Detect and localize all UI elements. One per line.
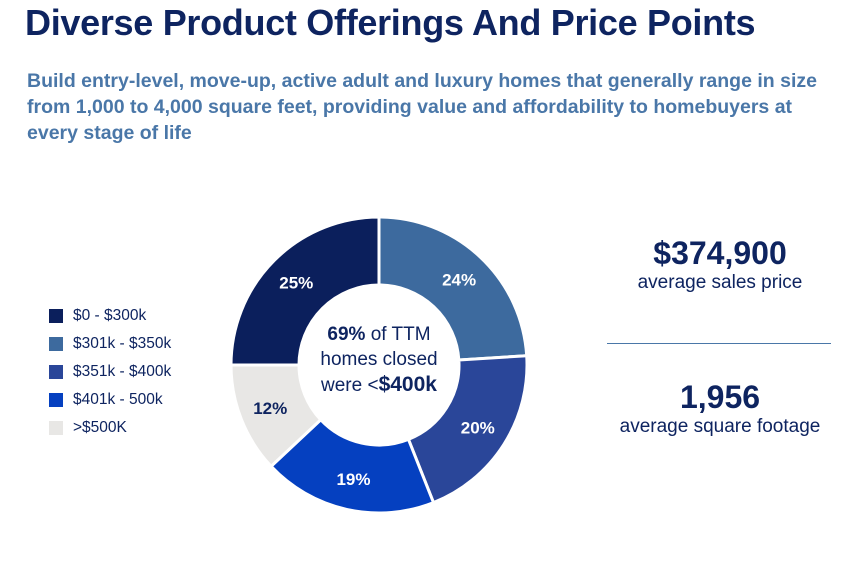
donut-center-text: 69% of TTM homes closed were <$400k (299, 322, 459, 398)
center-line3: were < (321, 375, 379, 396)
legend-item: $0 - $300k (49, 302, 171, 330)
donut-slice (406, 354, 529, 505)
slice-label: 24% (442, 271, 476, 290)
stat-avg-sqft: 1,956 average square footage (590, 379, 850, 438)
legend-swatch (49, 421, 63, 435)
slice-label: 12% (253, 399, 287, 418)
stat-avg-price: $374,900 average sales price (590, 235, 850, 294)
center-highlight: $400k (378, 373, 437, 396)
divider (607, 343, 831, 344)
slice-label: 19% (336, 470, 370, 489)
legend-item: $351k - $400k (49, 358, 171, 386)
legend-swatch (49, 309, 63, 323)
legend-label: $351k - $400k (73, 363, 172, 380)
stat-value: 1,956 (679, 379, 761, 415)
center-line2: homes closed (320, 349, 438, 370)
legend-item: $301k - $350k (49, 330, 171, 358)
chart-legend: $0 - $300k $301k - $350k $351k - $400k $… (49, 302, 171, 442)
slice-label: 25% (279, 273, 313, 292)
center-line1: of TTM (365, 324, 431, 345)
legend-label: $301k - $350k (73, 335, 172, 352)
donut-slice (229, 215, 381, 367)
slice-label: 20% (461, 419, 495, 438)
legend-item: $401k - 500k (49, 386, 171, 414)
legend-label: $0 - $300k (73, 307, 147, 324)
legend-label: $401k - 500k (73, 391, 163, 408)
legend-swatch (49, 393, 63, 407)
page-title: Diverse Product Offerings And Price Poin… (25, 2, 756, 43)
donut-slice (377, 215, 529, 362)
stat-label: average sales price (637, 272, 803, 293)
legend-item: >$500K (49, 414, 171, 442)
center-pct: 69% (327, 324, 366, 345)
page-subtitle: Build entry-level, move-up, active adult… (27, 70, 817, 144)
legend-swatch (49, 337, 63, 351)
stat-label: average square footage (619, 416, 821, 437)
legend-label: >$500K (73, 419, 127, 436)
legend-swatch (49, 365, 63, 379)
donut-slice (268, 417, 436, 515)
stat-value: $374,900 (653, 235, 787, 271)
